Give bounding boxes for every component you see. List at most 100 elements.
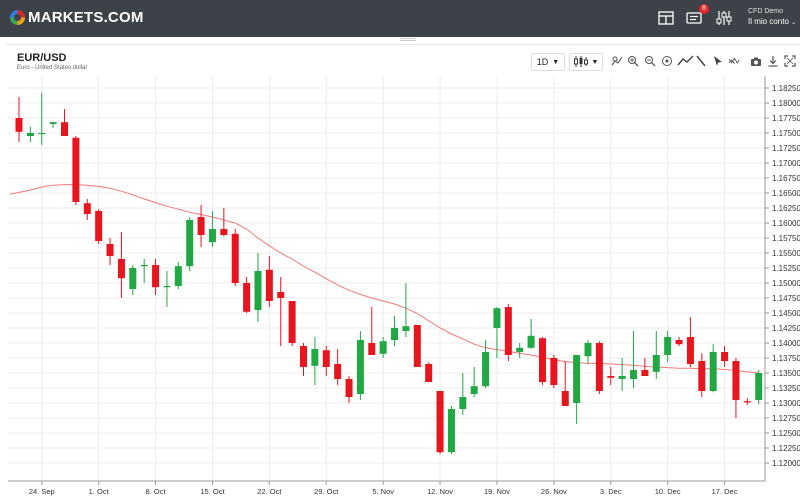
zoom-in-icon[interactable] <box>627 55 639 67</box>
line-tool-icon[interactable] <box>676 55 694 67</box>
reset-icon[interactable] <box>661 55 673 67</box>
candlestick <box>186 217 194 271</box>
candle-body <box>595 343 603 391</box>
fullscreen-icon[interactable] <box>784 55 796 67</box>
brand-name: MARKETS.COM <box>28 9 144 26</box>
candle-body <box>447 409 455 453</box>
layout-icon[interactable] <box>655 7 677 29</box>
candle-body <box>641 370 649 376</box>
candle-body <box>117 259 125 279</box>
candles-layer <box>15 92 763 454</box>
candle-body <box>356 340 364 394</box>
candle-body <box>618 376 626 379</box>
candlestick <box>106 238 114 265</box>
price-tick-label: 1.12000 <box>772 459 800 468</box>
time-tick-label: 29. Oct <box>314 487 339 496</box>
candle-body <box>402 326 410 331</box>
candle-body <box>652 355 660 372</box>
candle-body <box>721 352 729 361</box>
candle-body <box>334 364 342 379</box>
candlestick <box>311 337 319 385</box>
candle-body <box>231 233 239 283</box>
pen-tool-icon[interactable] <box>695 55 707 67</box>
candle-body <box>345 379 353 397</box>
price-tick-label: 1.14250 <box>772 324 800 333</box>
candlestick <box>174 262 182 289</box>
candlestick <box>550 355 558 388</box>
pattern-icon[interactable] <box>728 55 740 67</box>
chart-type-select[interactable]: ▼ <box>569 53 603 71</box>
cursor-icon[interactable] <box>712 55 724 67</box>
moving-average-layer <box>9 184 759 374</box>
camera-icon[interactable] <box>750 55 762 67</box>
candle-body <box>527 335 535 348</box>
candle-body <box>174 266 182 286</box>
candle-body <box>129 268 137 289</box>
account-menu[interactable]: CFD Demo Il mio conto ⌄ <box>748 8 796 26</box>
candlestick <box>368 307 376 355</box>
candlestick <box>664 331 672 363</box>
candlestick <box>743 398 751 405</box>
candle-body <box>322 350 330 367</box>
time-tick-label: 10. Dec <box>655 487 681 496</box>
candle-body <box>95 211 103 241</box>
time-tick-label: 1. Oct <box>89 487 110 496</box>
panel-resize-handle[interactable] <box>400 38 416 41</box>
candle-body <box>243 283 251 312</box>
brand-logo[interactable]: MARKETS.COM <box>10 9 144 26</box>
price-tick-label: 1.14750 <box>772 294 800 303</box>
candlestick <box>254 253 262 322</box>
candle-body <box>607 376 615 378</box>
time-tick-label: 19. Nov <box>484 487 510 496</box>
candle-body <box>686 337 694 364</box>
candle-body <box>254 271 262 310</box>
price-tick-label: 1.15500 <box>772 249 800 258</box>
price-tick-label: 1.16000 <box>772 219 800 228</box>
candlestick <box>152 259 160 295</box>
price-tick-label: 1.16500 <box>772 189 800 198</box>
zoom-out-icon[interactable] <box>644 55 656 67</box>
price-chart[interactable]: 1.18250 1.18000 1.17750 1.17500 1.17250 1.170… <box>0 76 800 496</box>
candle-body <box>436 391 444 453</box>
candlestick <box>641 358 649 376</box>
time-tick-label: 24. Sep <box>29 487 55 496</box>
timeframe-label: 1D <box>536 57 549 67</box>
caret-down-icon: ▼ <box>591 58 599 66</box>
candlestick <box>561 361 569 406</box>
candlestick <box>721 346 729 367</box>
candle-body <box>288 301 296 343</box>
indicators-icon[interactable] <box>611 55 623 67</box>
candlestick <box>459 373 467 415</box>
candlestick <box>129 265 137 295</box>
candlestick <box>447 406 455 454</box>
candle-body <box>15 118 23 132</box>
candlestick <box>356 331 364 400</box>
candlestick <box>527 319 535 349</box>
caret-down-icon: ▼ <box>552 58 560 66</box>
price-tick-label: 1.15750 <box>772 234 800 243</box>
candle-body <box>709 352 717 391</box>
price-tick-label: 1.12250 <box>772 444 800 453</box>
candlestick <box>504 304 512 361</box>
candlestick <box>243 277 251 313</box>
candlestick <box>413 325 421 367</box>
candlestick <box>698 353 706 397</box>
timeframe-select[interactable]: 1D ▼ <box>531 53 565 71</box>
candle-body <box>561 391 569 406</box>
candlestick <box>538 337 546 385</box>
candle-body <box>413 325 421 367</box>
candlestick <box>322 346 330 376</box>
price-axis: 1.18250 1.18000 1.17750 1.17500 1.17250 1.170… <box>764 76 800 481</box>
notifications-icon[interactable]: 8 <box>684 4 709 29</box>
candle-body <box>425 364 433 382</box>
candle-body <box>61 122 69 136</box>
candle-body <box>504 307 512 355</box>
candle-body <box>163 286 171 288</box>
download-icon[interactable] <box>767 55 779 67</box>
candlestick <box>755 370 763 405</box>
candle-body <box>698 361 706 391</box>
candlestick-type-icon <box>573 55 588 69</box>
price-tick-label: 1.13500 <box>772 369 800 378</box>
settings-sliders-icon[interactable] <box>713 7 735 29</box>
candlestick <box>732 358 740 418</box>
